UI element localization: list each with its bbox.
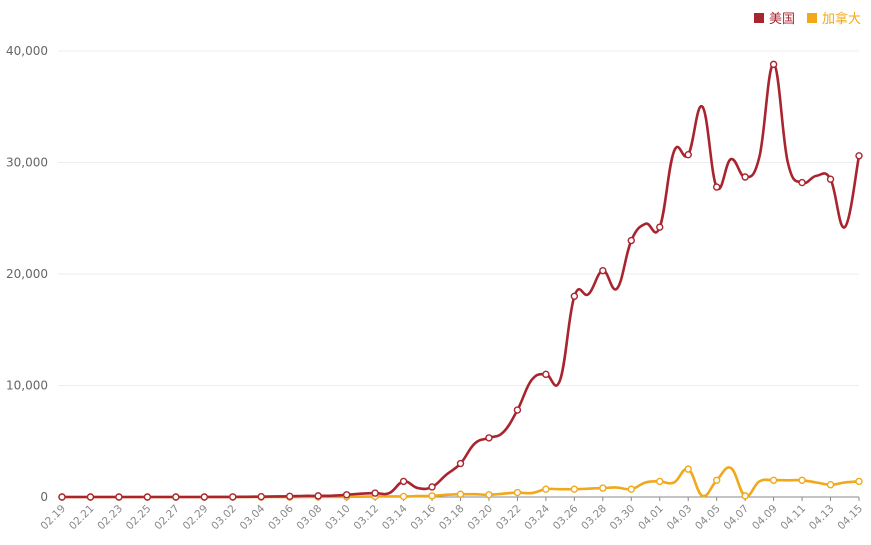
data-point-usa [656, 223, 664, 231]
y-tick-label: 0 [40, 490, 48, 504]
legend-label-canada: 加拿大 [821, 12, 861, 27]
data-point-usa [229, 493, 237, 501]
x-tick-label: 03.16 [408, 502, 438, 532]
series-line-usa [60, 63, 861, 499]
y-tick-label: 20,000 [6, 267, 48, 281]
data-point-usa [769, 60, 778, 69]
data-point-usa [684, 150, 692, 159]
x-tick-label: 04.05 [693, 503, 723, 533]
data-point-canada [399, 492, 408, 501]
data-point-canada [769, 476, 778, 484]
data-point-usa [314, 492, 322, 500]
x-tick-label: 02.27 [152, 503, 182, 533]
x-tick-label: 03.10 [323, 503, 353, 533]
data-point-canada [627, 485, 635, 493]
x-tick-label: 04.13 [807, 503, 837, 533]
x-tick-label: 04.07 [722, 503, 752, 533]
x-tick-label: 02.21 [67, 503, 97, 533]
x-tick-label: 04.03 [665, 503, 695, 533]
data-point-usa [712, 183, 721, 191]
data-point-usa [399, 477, 408, 486]
x-tick-label: 03.20 [465, 503, 495, 533]
data-point-usa [855, 152, 863, 160]
data-point-usa [257, 492, 265, 501]
data-point-usa [599, 266, 607, 275]
data-point-canada [570, 485, 579, 493]
x-tick-label: 02.29 [181, 503, 211, 533]
x-tick-label: 04.09 [750, 503, 780, 533]
legend-label-usa: 美国 [768, 12, 795, 27]
x-tick-label: 03.26 [551, 502, 581, 532]
x-tick-label: 04.01 [636, 503, 666, 533]
data-point-canada [826, 481, 835, 489]
x-tick-label: 03.30 [608, 503, 638, 533]
x-tick-label: 03.12 [351, 503, 381, 533]
data-point-usa [286, 492, 294, 501]
x-tick-label: 03.08 [295, 503, 325, 533]
legend-item-usa[interactable]: 美国 [753, 8, 795, 27]
data-point-usa [485, 434, 493, 442]
x-tick-label: 04.11 [778, 503, 808, 533]
data-point-usa [86, 493, 95, 501]
data-point-usa [741, 173, 749, 181]
x-tick-label: 04.15 [835, 503, 865, 533]
data-point-usa [627, 236, 635, 245]
x-tick-label: 03.02 [209, 503, 239, 533]
data-point-usa [542, 370, 550, 379]
legend-swatch-canada [806, 12, 817, 23]
data-point-usa [172, 493, 180, 501]
data-point-canada [855, 477, 863, 486]
data-point-usa [570, 292, 579, 300]
data-point-usa [200, 493, 209, 501]
data-point-canada [656, 477, 664, 486]
data-point-canada [456, 490, 465, 498]
data-point-canada [712, 476, 721, 484]
x-tick-label: 02.25 [124, 503, 154, 533]
legend-item-canada[interactable]: 加拿大 [806, 8, 861, 27]
y-tick-label: 10,000 [6, 379, 48, 393]
data-point-canada [485, 491, 493, 499]
x-tick-label: 03.04 [238, 502, 268, 532]
chart-legend: 美国 加拿大 [753, 8, 861, 27]
data-point-usa [826, 175, 835, 183]
x-tick-label: 03.18 [437, 503, 467, 533]
data-point-canada [513, 488, 522, 497]
data-point-canada [599, 484, 607, 492]
data-point-usa [143, 493, 152, 501]
data-point-usa [428, 483, 436, 491]
data-point-usa [115, 493, 123, 501]
data-point-usa [456, 459, 465, 468]
y-tick-label: 40,000 [6, 44, 48, 58]
data-point-canada [428, 492, 436, 500]
x-tick-label: 03.24 [522, 502, 552, 532]
data-point-canada [741, 492, 749, 500]
data-point-usa [798, 178, 806, 187]
data-point-usa [58, 493, 66, 501]
y-tick-label: 30,000 [6, 156, 48, 170]
x-tick-label: 02.23 [95, 503, 125, 533]
data-point-canada [684, 465, 692, 473]
data-point-usa [342, 491, 351, 499]
data-point-canada [542, 485, 550, 493]
data-point-canada [798, 476, 806, 484]
legend-swatch-usa [753, 12, 764, 23]
x-tick-label: 03.06 [266, 502, 296, 532]
x-tick-label: 02.19 [38, 503, 68, 533]
x-tick-label: 03.14 [380, 502, 410, 532]
data-point-usa [371, 489, 379, 497]
x-tick-label: 03.22 [494, 503, 524, 533]
data-point-usa [513, 406, 522, 414]
x-tick-label: 03.28 [579, 503, 609, 533]
